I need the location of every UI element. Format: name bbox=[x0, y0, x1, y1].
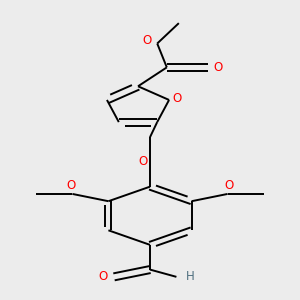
Text: O: O bbox=[224, 179, 233, 192]
Text: O: O bbox=[67, 179, 76, 192]
Text: O: O bbox=[214, 61, 223, 74]
Text: O: O bbox=[173, 92, 182, 105]
Text: H: H bbox=[185, 270, 194, 284]
Text: O: O bbox=[99, 270, 108, 284]
Text: O: O bbox=[138, 155, 147, 168]
Text: O: O bbox=[142, 34, 151, 47]
